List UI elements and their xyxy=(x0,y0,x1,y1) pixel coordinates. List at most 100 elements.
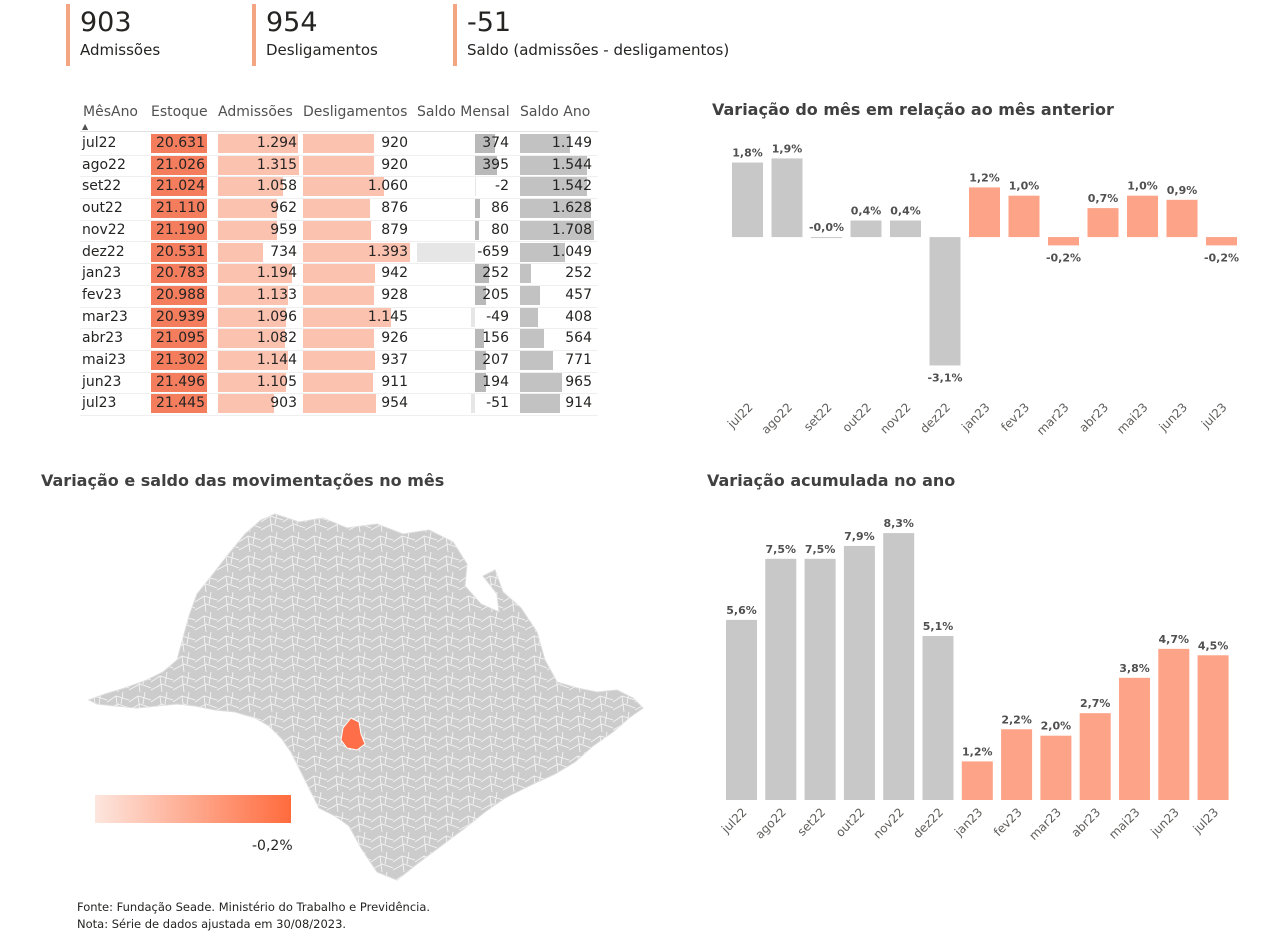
cell-estoque-value: 20.531 xyxy=(156,243,205,260)
column-header-mesano[interactable]: MêsAno xyxy=(83,104,139,120)
cell-estoque-value: 21.496 xyxy=(156,373,205,390)
column-header-admissoes[interactable]: Admissões xyxy=(218,104,293,120)
cell-saldo-mensal: 207 xyxy=(417,350,511,370)
bar-ago22[interactable] xyxy=(771,158,803,238)
cell-saldo-mensal: -51 xyxy=(417,393,511,414)
bar-jan23[interactable] xyxy=(961,761,993,800)
table-row[interactable]: jul23 21.445 903 954 -51 914 xyxy=(80,393,598,417)
table-row[interactable]: fev23 20.988 1.133 928 205 457 xyxy=(80,285,598,308)
sao-paulo-map[interactable] xyxy=(85,512,650,887)
cell-saldo-ano-value: 457 xyxy=(565,286,592,303)
table-row[interactable]: abr23 21.095 1.082 926 156 564 xyxy=(80,328,598,351)
cell-saldo-ano: 771 xyxy=(520,350,594,370)
cell-saldo-mensal: 86 xyxy=(417,198,511,219)
sort-ascending-icon[interactable]: ▲ xyxy=(82,122,89,131)
table-row[interactable]: out22 21.110 962 876 86 1.628 xyxy=(80,198,598,221)
data-label: -0,0% xyxy=(809,221,844,234)
cell-saldo-ano: 965 xyxy=(520,372,594,392)
cell-mesano: jul23 xyxy=(80,393,148,413)
cell-saldo-mensal-value: -49 xyxy=(486,308,509,325)
bar-abr23[interactable] xyxy=(1079,713,1111,800)
cell-mesano-value: mar23 xyxy=(82,308,128,325)
cell-admissoes: 1.058 xyxy=(218,176,299,197)
kpi-label: Desligamentos xyxy=(266,41,378,59)
cell-desligamentos: 942 xyxy=(303,263,410,284)
table-row[interactable]: set22 21.024 1.058 1.060 -2 1.542 xyxy=(80,176,598,200)
cell-desligamentos-value: 920 xyxy=(381,156,408,173)
bar-jul23[interactable] xyxy=(1197,655,1229,800)
cell-data-bar xyxy=(520,134,570,153)
bar-mai23[interactable] xyxy=(1127,195,1158,238)
data-label: 1,2% xyxy=(962,745,993,758)
bar-abr23[interactable] xyxy=(1087,208,1119,238)
column-header-saldo-ano[interactable]: Saldo Ano xyxy=(520,104,591,120)
cell-admissoes: 1.105 xyxy=(218,372,299,392)
bar-jul22[interactable] xyxy=(732,162,763,238)
bar-mai23[interactable] xyxy=(1119,677,1150,800)
kpi-admissoes: 903 Admissões xyxy=(66,4,160,66)
table-row[interactable]: mar23 20.939 1.096 1.145 -49 408 xyxy=(80,307,598,330)
cell-data-bar xyxy=(520,264,531,284)
x-tick-label: jan23 xyxy=(958,400,992,434)
cell-data-bar xyxy=(475,372,486,392)
cell-saldo-ano-value: 1.149 xyxy=(551,135,592,151)
column-header-desligamentos[interactable]: Desligamentos xyxy=(303,104,408,120)
table-row[interactable]: jun23 21.496 1.105 911 194 965 xyxy=(80,372,598,395)
cell-admissoes-value: 903 xyxy=(270,395,297,412)
cell-admissoes-value: 1.194 xyxy=(256,265,297,282)
bar-jul22[interactable] xyxy=(726,619,757,800)
column-header-saldo-mensal[interactable]: Saldo Mensal xyxy=(417,104,510,120)
bar-ago22[interactable] xyxy=(765,558,797,800)
table-row[interactable]: ago22 21.026 1.315 920 395 1.544 xyxy=(80,155,598,178)
bar-fev23[interactable] xyxy=(1001,729,1033,800)
x-tick-label: mai23 xyxy=(1106,805,1143,842)
cell-desligamentos: 879 xyxy=(303,220,410,240)
data-label: 5,6% xyxy=(726,604,757,617)
cell-saldo-ano: 1.049 xyxy=(520,242,594,262)
cell-admissoes: 1.133 xyxy=(218,285,299,305)
cell-saldo-ano-value: 1.544 xyxy=(551,156,592,173)
cell-data-bar xyxy=(151,220,207,240)
bar-mar23[interactable] xyxy=(1040,735,1072,800)
cell-saldo-ano: 1.708 xyxy=(520,220,594,240)
cell-saldo-ano: 1.149 xyxy=(520,133,594,153)
bar-jun23[interactable] xyxy=(1158,648,1190,800)
data-label: 7,5% xyxy=(805,543,836,556)
cell-saldo-ano: 1.628 xyxy=(520,198,594,219)
data-label: 1,9% xyxy=(772,142,803,155)
cell-saldo-mensal: -659 xyxy=(417,242,511,262)
bar-dez22[interactable] xyxy=(929,237,961,366)
bar-mar23[interactable] xyxy=(1048,237,1079,246)
kpi-value: 903 xyxy=(80,7,132,38)
cell-desligamentos-value: 911 xyxy=(381,373,408,390)
cell-mesano-value: jan23 xyxy=(82,265,122,282)
cell-admissoes: 1.294 xyxy=(218,133,299,153)
bar-jul23[interactable] xyxy=(1206,237,1237,246)
bar-dez22[interactable] xyxy=(922,635,954,800)
table-row[interactable]: mai23 21.302 1.144 937 207 771 xyxy=(80,350,598,373)
cell-mesano-value: mai23 xyxy=(82,352,126,368)
data-label: 2,2% xyxy=(1001,713,1032,726)
cell-mesano: set22 xyxy=(80,176,148,196)
cell-saldo-mensal-value: 395 xyxy=(482,156,509,173)
cell-data-bar xyxy=(520,329,545,349)
bar-nov22[interactable] xyxy=(883,533,915,800)
bar-set22[interactable] xyxy=(804,558,836,800)
cell-mesano-value: fev23 xyxy=(82,286,122,303)
cell-data-bar xyxy=(303,307,391,327)
bar-jan23[interactable] xyxy=(969,187,1000,238)
table-row[interactable]: dez22 20.531 734 1.393 -659 1.049 xyxy=(80,242,598,265)
column-header-estoque[interactable]: Estoque xyxy=(151,104,208,120)
cell-desligamentos: 954 xyxy=(303,393,410,414)
bar-set22[interactable] xyxy=(811,237,842,239)
table-row[interactable]: nov22 21.190 959 879 80 1.708 xyxy=(80,220,598,243)
bar-jun23[interactable] xyxy=(1166,199,1198,238)
x-tick-label: jul22 xyxy=(718,805,749,836)
bar-fev23[interactable] xyxy=(1008,195,1040,238)
cell-saldo-ano-value: 1.049 xyxy=(551,243,592,260)
table-row[interactable]: jul22 20.631 1.294 920 374 1.149 xyxy=(80,133,598,156)
bar-nov22[interactable] xyxy=(890,220,921,238)
bar-out22[interactable] xyxy=(843,545,875,800)
table-row[interactable]: jan23 20.783 1.194 942 252 252 xyxy=(80,263,598,286)
bar-out22[interactable] xyxy=(850,220,882,238)
